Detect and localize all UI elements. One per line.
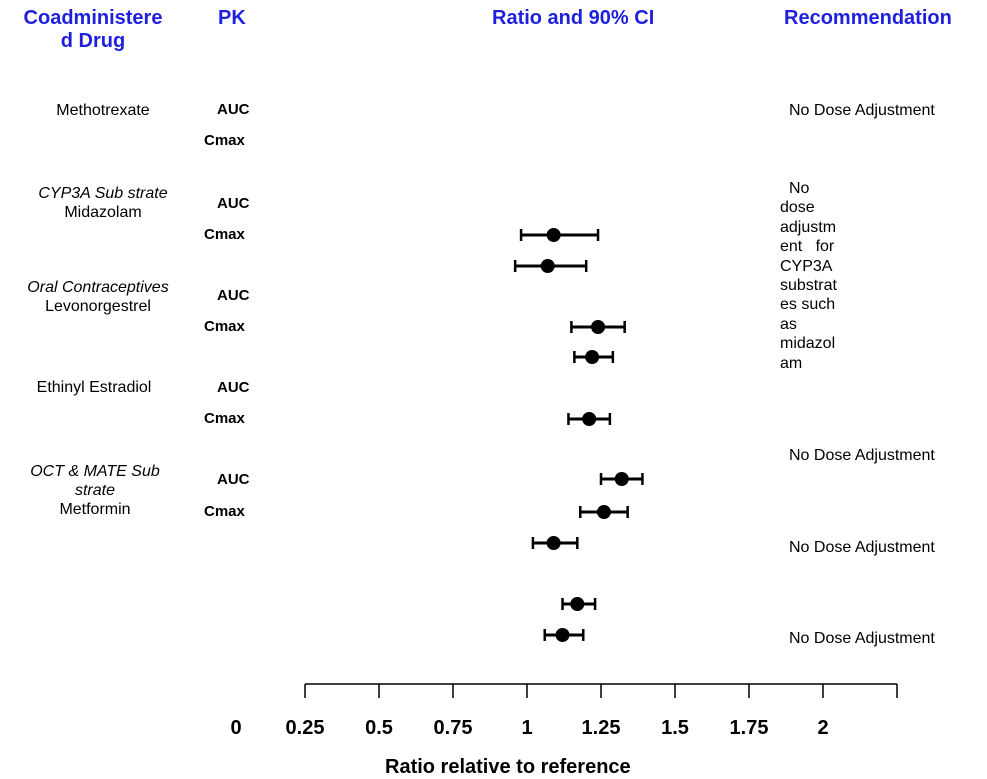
pk-label: AUC [217,471,250,488]
ci-point [543,628,585,642]
header-coadministered-drug: Coadministere d Drug [8,7,178,53]
recommendation-cyp3a-line: midazol [780,335,836,353]
x-tick-label: 0 [230,717,242,739]
recommendation-cyp3a-line: dose [780,199,815,217]
drug-category-oct-mate-line2: strate [74,482,115,499]
drug-methotrexate: Methotrexate [56,102,150,119]
x-tick-label: 0.75 [433,717,473,739]
header-drug-line2: d Drug [60,30,126,52]
x-axis [304,683,898,698]
x-tick-label: 1.25 [581,717,621,739]
header-ratio-ci: Ratio and 90% CI [492,7,655,29]
point-estimate [540,259,555,273]
ci-point [599,472,644,486]
recommendation-ethinyl-estradiol: No Dose Adjustment [789,539,935,556]
pk-label: AUC [217,287,250,304]
x-tick-label: 1.75 [729,717,769,739]
point-estimate [585,350,600,364]
ci-point [531,536,579,550]
drug-ethinyl-estradiol: Ethinyl Estradiol [36,379,152,396]
point-estimate [582,412,597,426]
ci-point [513,259,588,273]
drug-group-oct-mate: OCT & MATE Sub strate Metformin [0,462,195,519]
recommendation-cyp3a-line: CYP3A [780,257,833,275]
drug-metformin: Metformin [59,501,131,518]
drug-midazolam: Midazolam [64,204,142,221]
x-axis-label: Ratio relative to reference [385,756,631,778]
point-estimate [546,228,561,242]
pk-label: Cmax [204,318,245,335]
x-tick-label: 1 [521,717,533,739]
ci-point [561,597,597,611]
point-estimate [591,320,606,334]
x-tick-label: 2 [817,717,829,739]
header-drug-line1: Coadministere [23,7,163,29]
recommendation-cyp3a-line: as [780,315,797,333]
header-recommendation: Recommendation [784,7,952,29]
ci-point [579,505,629,519]
x-tick-label: 0.25 [285,717,325,739]
recommendation-metformin: No Dose Adjustment [789,630,935,647]
point-estimate [555,628,570,642]
pk-label: AUC [217,379,250,396]
pk-label: AUC [217,101,250,118]
drug-group-oral-contraceptives: Oral Contraceptives Levonorgestrel [0,278,198,316]
point-estimate [596,505,611,519]
point-estimate [546,536,561,550]
pk-label: Cmax [204,503,245,520]
ci-point [519,228,600,242]
point-estimate [570,597,585,611]
recommendation-cyp3a-line: substrat [780,277,837,295]
recommendation-cyp3a-line: No [789,180,810,197]
recommendation-cyp3a-line: ent for [780,238,835,256]
data-points [513,228,644,642]
point-estimate [614,472,629,486]
drug-group-cyp3a: CYP3A Sub strate Midazolam [3,184,203,222]
pk-label: AUC [217,195,250,212]
header-pk: PK [218,7,246,29]
drug-category-cyp3a: CYP3A Sub strate [38,185,168,202]
ci-point [567,412,612,426]
ci-point [573,350,615,364]
pk-label: Cmax [204,410,245,427]
pk-label: Cmax [204,132,245,149]
x-tick-label: 0.5 [365,717,393,739]
pk-label: Cmax [204,226,245,243]
x-tick-label: 1.5 [661,717,689,739]
recommendation-cyp3a-line: adjustm [780,218,837,236]
recommendation-cyp3a: No dose adjustm ent for CYP3A substrat e… [780,179,846,373]
recommendation-oral-contraceptives: No Dose Adjustment [789,447,935,464]
ci-point [570,320,626,334]
drug-category-oral-contraceptives: Oral Contraceptives [27,279,169,296]
drug-category-oct-mate-line1: OCT & MATE Sub [30,463,160,480]
recommendation-cyp3a-line: am [780,354,803,372]
recommendation-cyp3a-line: es such [780,296,836,314]
recommendation-methotrexate: No Dose Adjustment [789,102,935,119]
drug-levonorgestrel: Levonorgestrel [45,298,151,315]
